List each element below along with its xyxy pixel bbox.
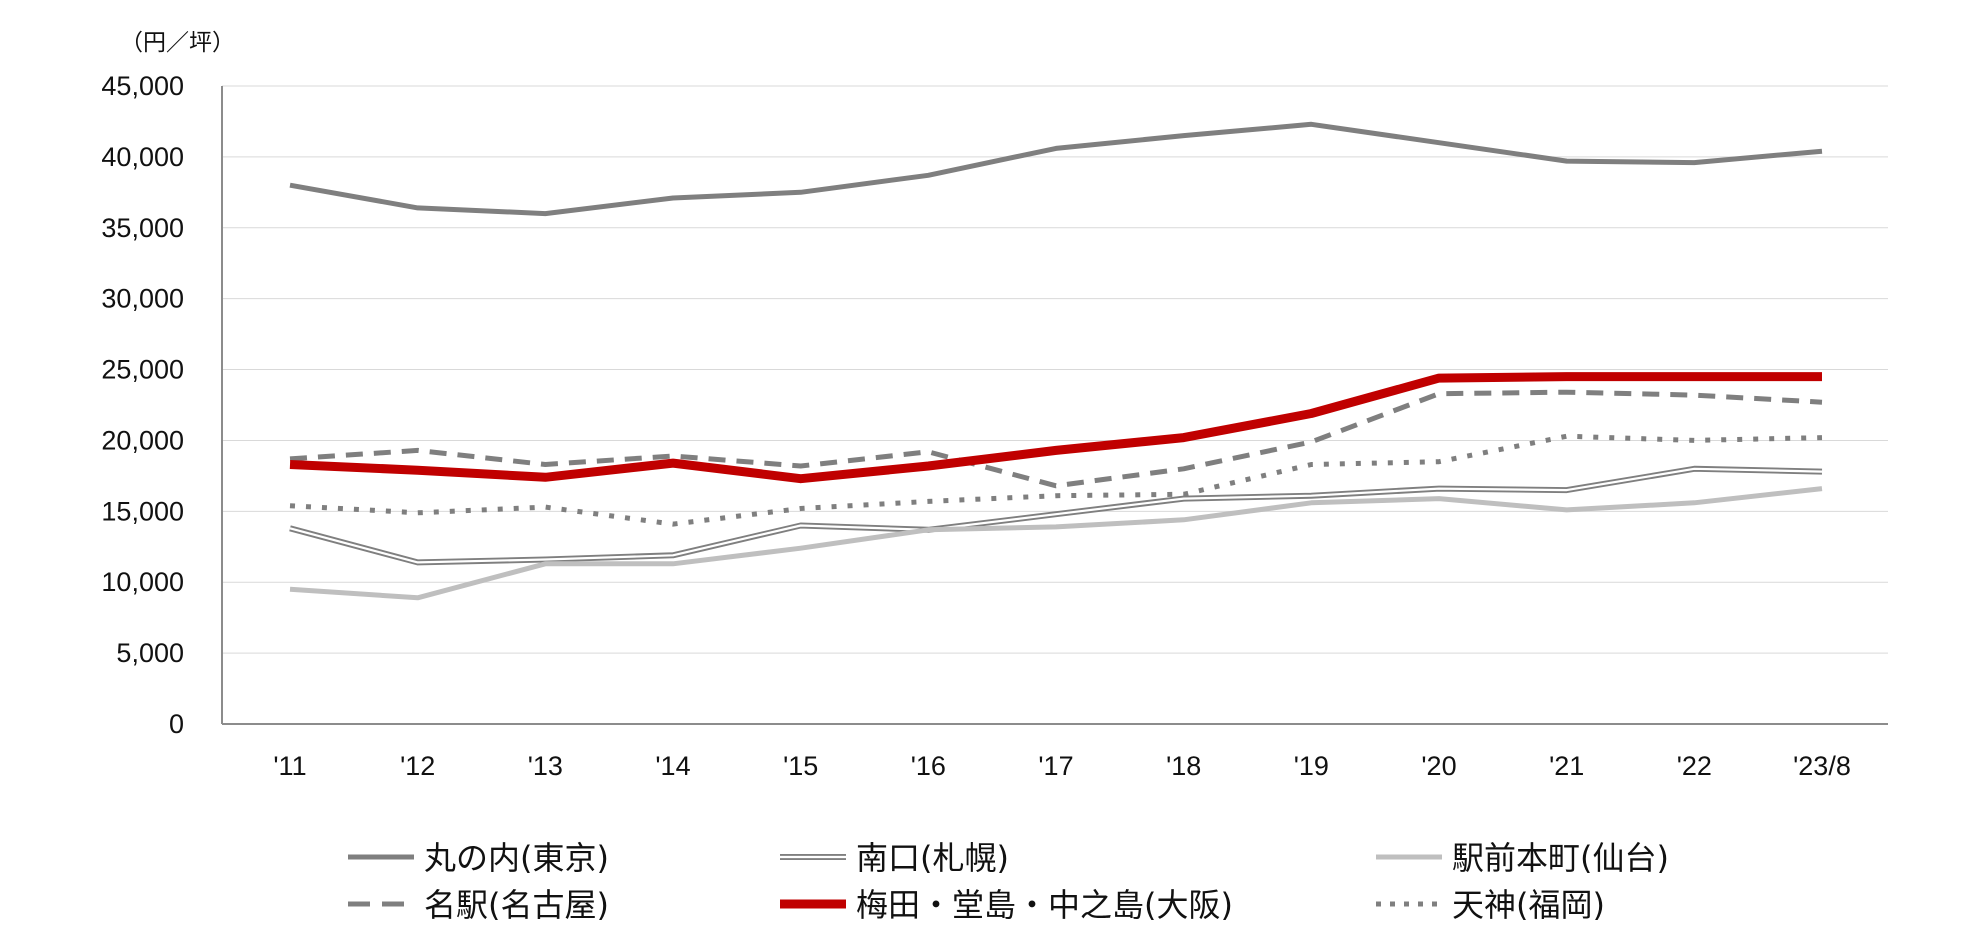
legend-item-1: 丸の内(東京) (348, 839, 609, 877)
legend-item-2: 南口(札幌) (780, 839, 1009, 877)
y-tick-label-45000: 45,000 (101, 71, 184, 101)
legend-label-5: 梅田・堂島・中之島(大阪) (856, 886, 1233, 924)
x-tick-label-22: '22 (1677, 751, 1712, 781)
x-tick-label-21: '21 (1549, 751, 1584, 781)
y-tick-label-10000: 10,000 (101, 567, 184, 597)
y-tick-label-20000: 20,000 (101, 425, 184, 455)
y-tick-label-25000: 25,000 (101, 355, 184, 385)
legend-label-4: 名駅(名古屋) (424, 886, 609, 924)
y-tick-label-35000: 35,000 (101, 213, 184, 243)
series-1-line (289, 121, 1823, 217)
series-2-line-inner (289, 467, 1823, 564)
y-axis-unit-label: （円／坪） (120, 30, 235, 56)
series-2 (289, 465, 1823, 566)
series-3 (289, 486, 1823, 601)
x-tick-label-17: '17 (1038, 751, 1073, 781)
x-tick-label-16: '16 (911, 751, 946, 781)
x-tick-label-12: '12 (400, 751, 435, 781)
x-tick-label-15: '15 (783, 751, 818, 781)
x-tick-label-13: '13 (528, 751, 563, 781)
series-4 (289, 389, 1823, 489)
axes (221, 86, 1888, 725)
series-3-line (289, 486, 1823, 601)
y-tick-label-40000: 40,000 (101, 142, 184, 172)
x-tick-label-11: '11 (273, 751, 306, 781)
series-6 (289, 433, 1823, 527)
x-tick-labels: '11 '12 '13 '14 '15 '16 '17 '18 '19 '20 '21 '22 '23/… (273, 751, 1850, 781)
legend-label-6: 天神(福岡) (1452, 886, 1605, 924)
gridlines (222, 85, 1888, 654)
series-1 (289, 121, 1823, 217)
series-lines (289, 121, 1823, 601)
legend-item-3: 駅前本町(仙台) (1376, 839, 1669, 877)
y-tick-label-0: 0 (169, 709, 184, 739)
series-5-line (289, 372, 1822, 484)
x-tick-label-14: '14 (655, 751, 690, 781)
legend-label-1: 丸の内(東京) (424, 839, 609, 877)
y-tick-label-30000: 30,000 (101, 284, 184, 314)
legend-label-3: 駅前本町(仙台) (1452, 839, 1669, 877)
legend-item-6: 天神(福岡) (1376, 886, 1605, 924)
x-tick-label-23-8: '23/8 (1793, 751, 1851, 781)
series-6-line (289, 433, 1823, 527)
legend-item-5: 梅田・堂島・中之島(大阪) (780, 886, 1233, 924)
series-5 (289, 372, 1822, 484)
legend-item-4: 名駅(名古屋) (348, 886, 609, 924)
series-2-line (289, 465, 1823, 566)
y-tick-label-5000: 5,000 (116, 638, 184, 668)
x-tick-label-20: '20 (1421, 751, 1456, 781)
x-tick-label-19: '19 (1294, 751, 1329, 781)
x-tick-label-18: '18 (1166, 751, 1201, 781)
legend-label-2: 南口(札幌) (856, 839, 1009, 877)
y-tick-label-15000: 15,000 (101, 496, 184, 526)
y-tick-labels: 0 5,000 10,000 15,000 20,000 25,000 30,000 35,0… (101, 71, 184, 739)
series-4-line (289, 389, 1823, 489)
legend: 丸の内(東京) 南口(札幌) 駅前本町(仙台) 名駅(名古屋) 梅田・堂島・中之島(大阪… (348, 839, 1669, 924)
